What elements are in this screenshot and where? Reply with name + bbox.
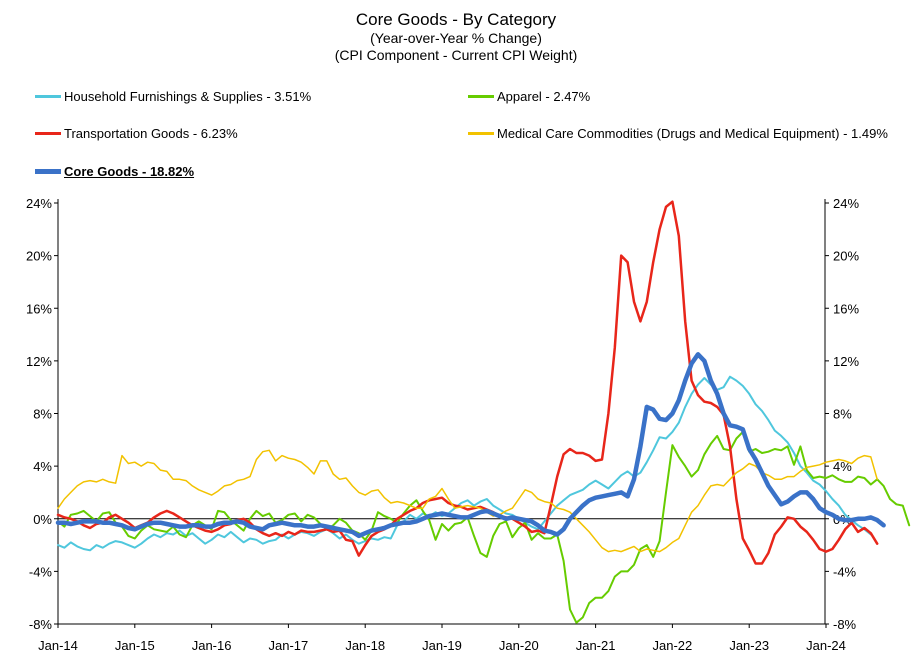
chart-subtitle-weight: (CPI Component - Current CPI Weight)	[334, 47, 578, 63]
chart-title: Core Goods - By Category	[355, 10, 557, 29]
y-tick-label-left: 0%	[33, 512, 52, 527]
legend-label-apparel: Apparel - 2.47%	[497, 89, 591, 104]
legend-item-household-furnishings: Household Furnishings & Supplies - 3.51%	[35, 89, 311, 104]
x-tick-label: Jan-14	[38, 638, 78, 653]
y-tick-label-right: -8%	[833, 617, 857, 632]
legend-label-transportation-goods: Transportation Goods - 6.23%	[64, 126, 238, 141]
series-line-core-goods	[55, 352, 886, 539]
x-tick-label: Jan-16	[192, 638, 232, 653]
y-tick-label-right: 16%	[833, 301, 859, 316]
y-tick-label-right: 24%	[833, 196, 859, 211]
legend-item-apparel: Apparel - 2.47%	[468, 89, 590, 104]
x-tick-label: Jan-17	[269, 638, 309, 653]
legend: Household Furnishings & Supplies - 3.51%…	[0, 0, 912, 190]
y-tick-label-left: -4%	[29, 564, 53, 579]
y-tick-label-right: 20%	[833, 249, 859, 264]
y-tick-label-left: -8%	[29, 617, 53, 632]
y-tick-label-right: 12%	[833, 354, 859, 369]
y-tick-label-left: 16%	[26, 301, 52, 316]
series-line-household-furnishings-supplies	[57, 375, 872, 552]
y-tick-label-left: 20%	[26, 249, 52, 264]
series-line-transportation-goods	[56, 200, 879, 565]
x-tick-label: Jan-19	[422, 638, 462, 653]
x-tick-label: Jan-23	[729, 638, 769, 653]
legend-label-core-goods: Core Goods - 18.82%	[64, 164, 195, 179]
legend-swatch-apparel	[468, 95, 494, 98]
x-tick-label: Jan-18	[345, 638, 385, 653]
y-tick-label-right: 8%	[833, 407, 852, 422]
series-line-medical-care-commodities-drugs-and-medical-equipment	[57, 449, 878, 553]
legend-item-transportation-goods: Transportation Goods - 6.23%	[35, 126, 238, 141]
legend-item-medical-care: Medical Care Commodities (Drugs and Medi…	[468, 126, 888, 141]
x-tick-label: Jan-24	[806, 638, 846, 653]
x-tick-label: Jan-22	[653, 638, 693, 653]
legend-swatch-core-goods	[35, 169, 61, 174]
x-tick-label: Jan-20	[499, 638, 539, 653]
y-tick-label-right: -4%	[833, 564, 857, 579]
x-tick-label: Jan-15	[115, 638, 155, 653]
legend-swatch-household-furnishings	[35, 95, 61, 98]
y-tick-label-left: 4%	[33, 459, 52, 474]
legend-swatch-medical-care	[468, 132, 494, 135]
y-tick-label-right: 4%	[833, 459, 852, 474]
legend-label-household-furnishings: Household Furnishings & Supplies - 3.51%	[64, 89, 312, 104]
legend-item-core-goods: Core Goods - 18.82%	[35, 164, 194, 179]
series-line-apparel	[57, 430, 911, 624]
x-tick-label: Jan-21	[576, 638, 616, 653]
y-tick-label-left: 12%	[26, 354, 52, 369]
y-tick-label-left: 24%	[26, 196, 52, 211]
legend-label-medical-care: Medical Care Commodities (Drugs and Medi…	[497, 126, 888, 141]
chart-titles: Core Goods - By Category (Year-over-Year…	[0, 10, 912, 64]
legend-swatch-transportation-goods	[35, 132, 61, 135]
chart-subtitle: (Year-over-Year % Change)	[370, 30, 542, 46]
y-tick-label-left: 8%	[33, 407, 52, 422]
